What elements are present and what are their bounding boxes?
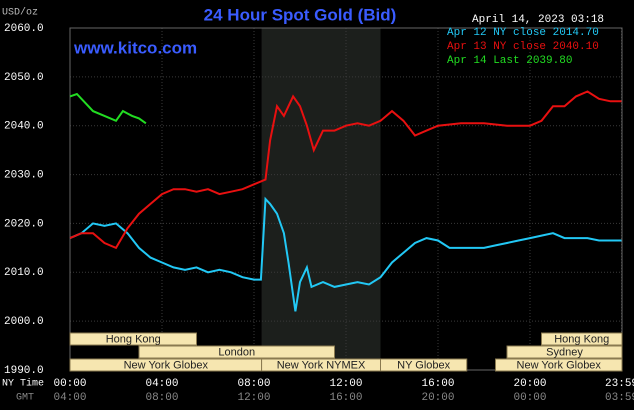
- legend-entry: Apr 14 Last 2039.80: [447, 55, 572, 67]
- x-tick-label: 08:00: [237, 378, 270, 390]
- unit-label: USD/oz: [2, 7, 38, 19]
- y-tick-label: 2030.0: [4, 169, 44, 181]
- x2-tick-label: 03:59: [605, 392, 634, 404]
- x-tick-label: 12:00: [329, 378, 362, 390]
- session-label: London: [218, 346, 255, 358]
- legend-entry: Apr 13 NY close 2040.10: [447, 41, 599, 53]
- x-tick-label: 20:00: [513, 378, 546, 390]
- x2-tick-label: 16:00: [329, 392, 362, 404]
- series-line: [69, 196, 622, 312]
- session-label: Sydney: [546, 346, 583, 358]
- timestamp: April 14, 2023 03:18: [472, 14, 604, 26]
- x2-tick-label: 20:00: [421, 392, 454, 404]
- session-label: NY Globex: [397, 359, 450, 371]
- session-bar: [541, 332, 623, 346]
- y-tick-label: 2040.0: [4, 121, 44, 133]
- session-label: Hong Kong: [106, 333, 161, 345]
- session-label: Hong Kong: [554, 333, 609, 345]
- x2-tick-label: 00:00: [513, 392, 546, 404]
- x-tick-label: 00:00: [53, 378, 86, 390]
- session-bar: [380, 358, 468, 372]
- y-tick-label: 2010.0: [4, 267, 44, 279]
- session-bar: [506, 345, 623, 359]
- session-label: New York Globex: [124, 359, 209, 371]
- x2-axis-label: GMT: [16, 393, 34, 404]
- session-label: New York NYMEX: [277, 359, 366, 371]
- series-line: [69, 92, 147, 125]
- session-bar: [495, 358, 623, 372]
- y-tick-label: 2060.0: [4, 23, 44, 35]
- x2-tick-label: 04:00: [53, 392, 86, 404]
- y-tick-label: 2020.0: [4, 218, 44, 230]
- session-bar: [138, 345, 335, 359]
- site-name: www.kitco.com: [73, 38, 197, 57]
- x-tick-label: 16:00: [421, 378, 454, 390]
- x-axis-label: NY Time: [2, 378, 44, 390]
- legend-entry: Apr 12 NY close 2014.70: [447, 27, 599, 39]
- x2-tick-label: 12:00: [237, 392, 270, 404]
- session-bar: [69, 332, 197, 346]
- chart-title: 24 Hour Spot Gold (Bid): [204, 5, 397, 24]
- x2-tick-label: 08:00: [145, 392, 178, 404]
- y-tick-label: 2050.0: [4, 72, 44, 84]
- session-label: New York Globex: [517, 359, 602, 371]
- x-tick-label: 04:00: [145, 378, 178, 390]
- y-tick-label: 1990.0: [4, 365, 44, 377]
- x-tick-label: 23:59: [605, 378, 634, 390]
- y-tick-label: 2000.0: [4, 316, 44, 328]
- series-line: [69, 90, 622, 250]
- shaded-region: [261, 28, 381, 370]
